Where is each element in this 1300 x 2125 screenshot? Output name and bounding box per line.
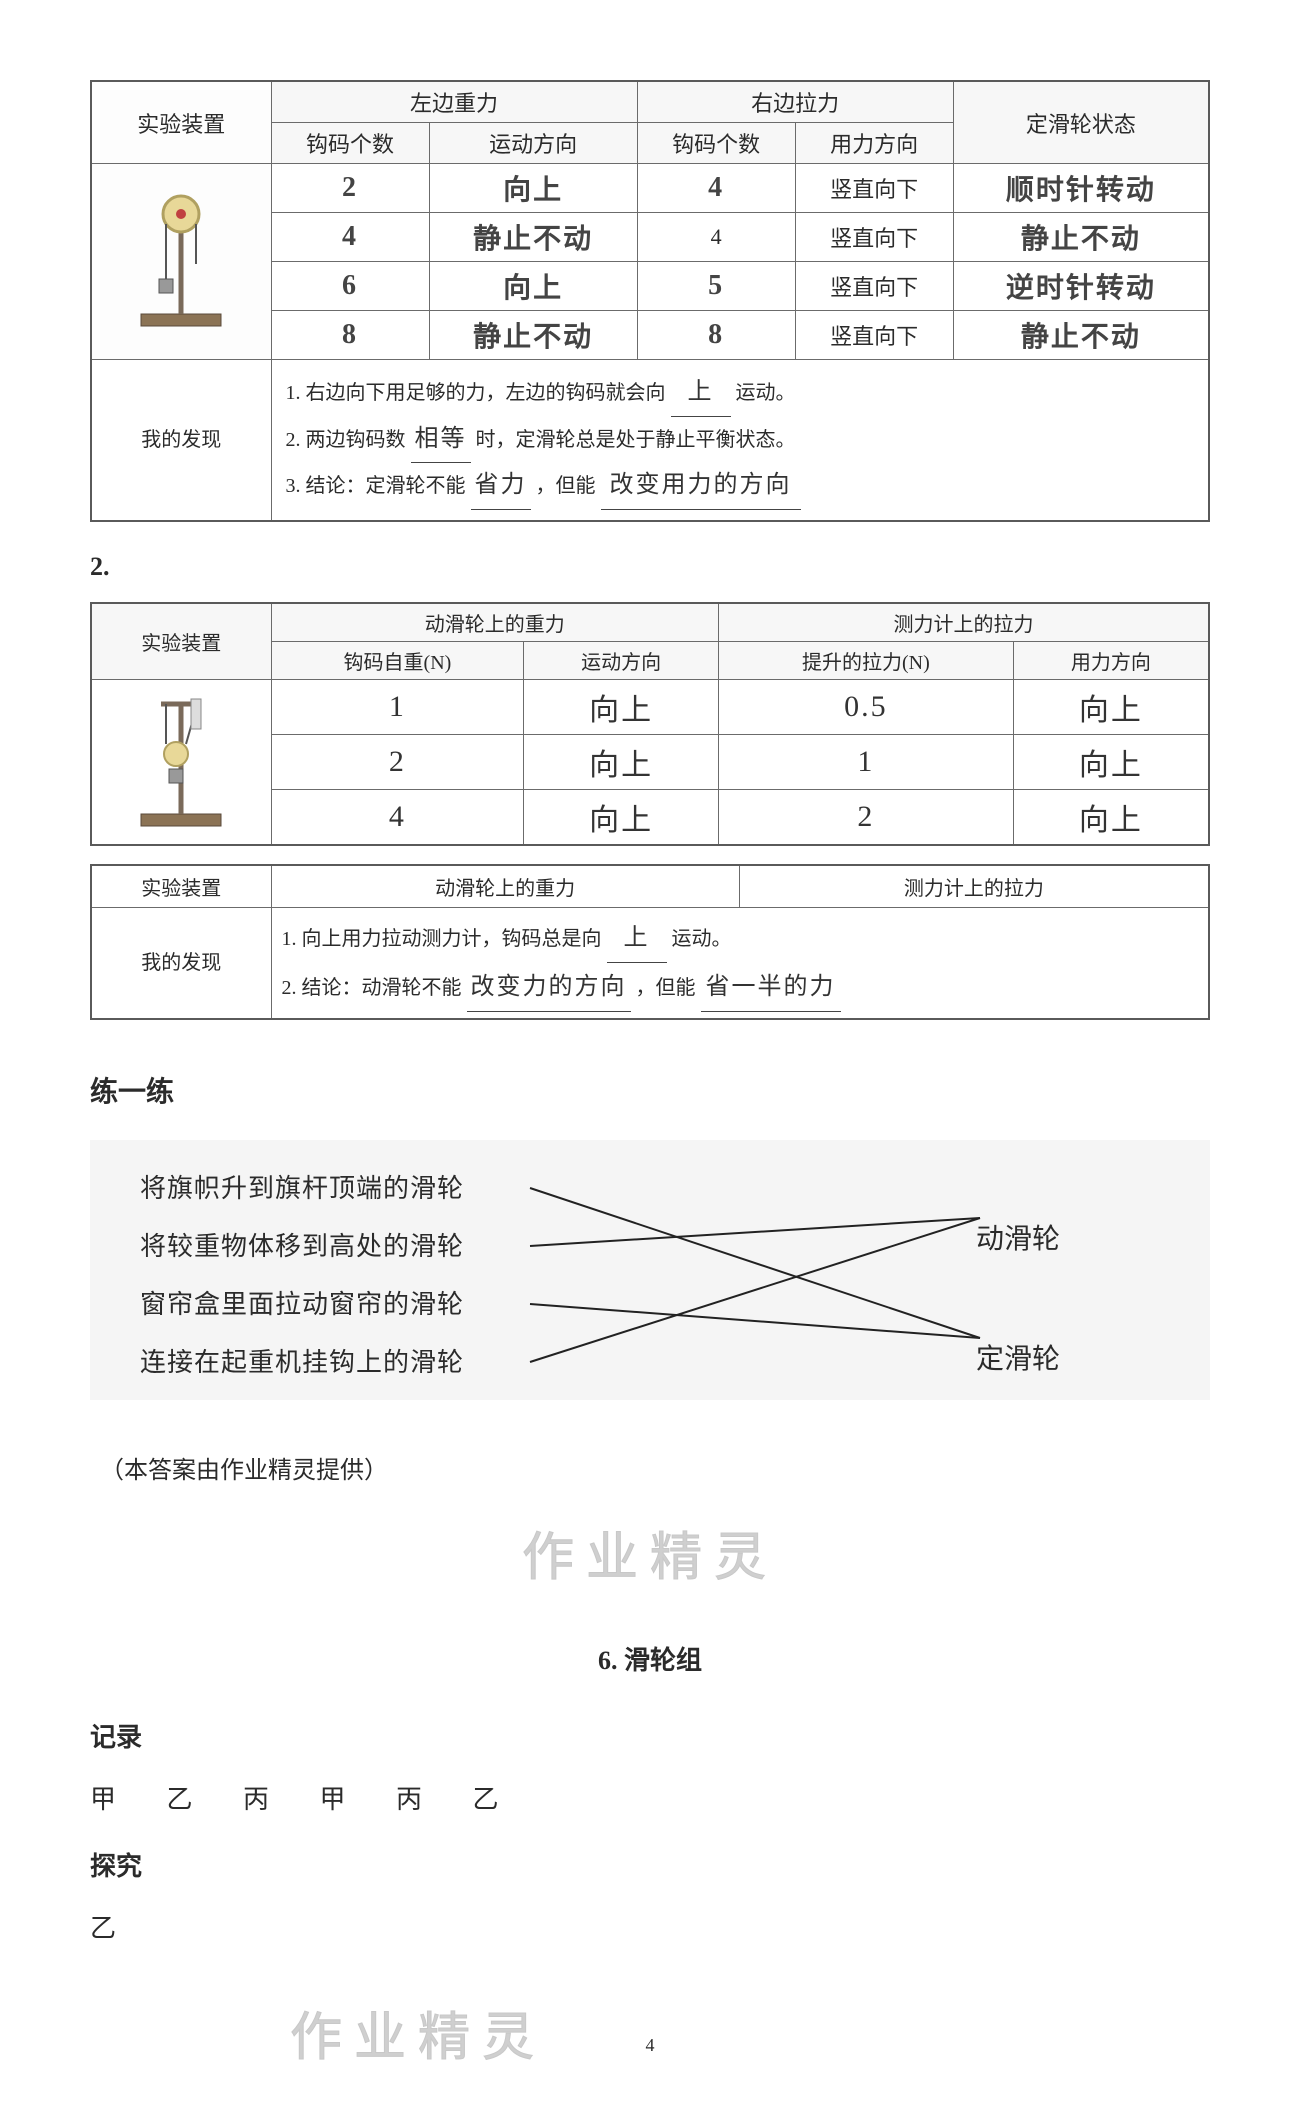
t1-r2-c: 5: [637, 262, 795, 311]
t1-r3-e: 静止不动: [953, 311, 1209, 360]
t3-h-c1: 实验装置: [91, 865, 271, 908]
t1-r0-c: 4: [637, 164, 795, 213]
t2-r2-b: 向上: [524, 789, 719, 845]
t1-h-state: 定滑轮状态: [953, 81, 1209, 164]
matching-exercise: 将旗帜升到旗杆顶端的滑轮 将较重物体移到高处的滑轮 窗帘盒里面拉动窗帘的滑轮 连…: [90, 1140, 1210, 1400]
fixed-pulley-icon: [121, 184, 241, 334]
t1-r2-d: 竖直向下: [795, 262, 953, 311]
t2-r2-a: 4: [271, 789, 524, 845]
t2-r1-b: 向上: [524, 734, 719, 789]
t1-f3b: ，但能: [536, 475, 596, 497]
t3-h-c3: 测力计上的拉力: [739, 865, 1209, 908]
t1-f2a: 2. 两边钩码数: [286, 429, 406, 451]
t2-h-c2: 动滑轮上的重力: [271, 603, 719, 642]
t2-r1-d: 向上: [1013, 734, 1209, 789]
t1-h-right: 右边拉力: [637, 81, 953, 123]
t1-r1-d: 竖直向下: [795, 213, 953, 262]
t1-r1-c: 4: [637, 213, 795, 262]
t1-f3u1: 省力: [471, 463, 531, 510]
record-heading: 记录: [90, 1717, 1210, 1754]
t1-f1u: 上: [671, 370, 731, 417]
t2-r0-a: 1: [271, 679, 524, 734]
t1-f2b: 时，定滑轮总是处于静止平衡状态。: [476, 429, 796, 451]
t1-r2-e: 逆时针转动: [953, 262, 1209, 311]
t1-r0-b: 向上: [429, 164, 637, 213]
t2-r0-b: 向上: [524, 679, 719, 734]
t1-findings-label: 我的发现: [91, 360, 271, 521]
t3-findings-body: 1. 向上用力拉动测力计，钩码总是向 上 运动。 2. 结论：动滑轮不能 改变力…: [271, 907, 1209, 1019]
moving-pulley-icon: [121, 684, 241, 834]
t2-h-c3b: 用力方向: [1013, 641, 1209, 679]
t1-r2-b: 向上: [429, 262, 637, 311]
t1-r3-c: 8: [637, 311, 795, 360]
t1-f3u2: 改变用力的方向: [601, 463, 801, 510]
t1-h-c3b: 用力方向: [795, 123, 953, 164]
t2-r1-c: 1: [719, 734, 1014, 789]
t1-f2u: 相等: [411, 417, 471, 464]
practice-heading: 练一练: [90, 1070, 1210, 1110]
t1-h-c3a: 钩码个数: [637, 123, 795, 164]
answer-source-note: （本答案由作业精灵提供）: [100, 1450, 1210, 1485]
t1-r0-a: 2: [271, 164, 429, 213]
fixed-pulley-table: 实验装置 左边重力 右边拉力 定滑轮状态 钩码个数 运动方向 钩码个数 用力方向…: [90, 80, 1210, 522]
t2-h-c3a: 提升的拉力(N): [719, 641, 1014, 679]
moving-pulley-data-table: 实验装置 动滑轮上的重力 测力计上的拉力 钩码自重(N) 运动方向 提升的拉力(…: [90, 602, 1210, 846]
item-number-2: 2.: [90, 552, 1210, 582]
t1-f1a: 1. 右边向下用足够的力，左边的钩码就会向: [286, 382, 666, 404]
watermark-2: 作业精灵: [290, 2010, 546, 2067]
t3-f2a: 2. 结论：动滑轮不能: [282, 977, 462, 999]
match-lines-svg: [90, 1140, 1210, 1400]
t1-r1-a: 4: [271, 213, 429, 262]
t1-r1-b: 静止不动: [429, 213, 637, 262]
section-6-title: 6. 滑轮组: [90, 1640, 1210, 1677]
t3-f1u: 上: [607, 914, 667, 963]
t1-f3a: 3. 结论：定滑轮不能: [286, 475, 466, 497]
t1-f1b: 运动。: [736, 382, 796, 404]
t1-r3-a: 8: [271, 311, 429, 360]
explore-heading: 探究: [90, 1846, 1210, 1883]
t1-r1-e: 静止不动: [953, 213, 1209, 262]
t2-r2-d: 向上: [1013, 789, 1209, 845]
page-number: 4: [646, 2035, 655, 2056]
t1-r3-b: 静止不动: [429, 311, 637, 360]
t1-r2-a: 6: [271, 262, 429, 311]
t3-f2u2: 省一半的力: [701, 963, 841, 1012]
t3-findings-label: 我的发现: [91, 907, 271, 1019]
t2-h-device: 实验装置: [91, 603, 271, 680]
t1-findings-body: 1. 右边向下用足够的力，左边的钩码就会向 上 运动。 2. 两边钩码数 相等 …: [271, 360, 1209, 521]
t3-h-c2: 动滑轮上的重力: [271, 865, 739, 908]
t2-r0-d: 向上: [1013, 679, 1209, 734]
moving-pulley-findings-table: 实验装置 动滑轮上的重力 测力计上的拉力 我的发现 1. 向上用力拉动测力计，钩…: [90, 864, 1210, 1020]
t2-h-c2a: 钩码自重(N): [271, 641, 524, 679]
t1-h-left: 左边重力: [271, 81, 637, 123]
t3-f2u1: 改变力的方向: [467, 963, 631, 1012]
t1-device-icon: [91, 164, 271, 360]
t2-r0-c: 0.5: [719, 679, 1014, 734]
t1-r0-e: 顺时针转动: [953, 164, 1209, 213]
watermark-1: 作业精灵: [90, 1515, 1210, 1590]
t2-r1-a: 2: [271, 734, 524, 789]
t1-h-device: 实验装置: [91, 81, 271, 164]
t1-h-c2a: 钩码个数: [271, 123, 429, 164]
t1-r3-d: 竖直向下: [795, 311, 953, 360]
t2-h-c2b: 运动方向: [524, 641, 719, 679]
t3-f1b: 运动。: [672, 928, 732, 950]
t2-device-icon: [91, 679, 271, 845]
t3-f1a: 1. 向上用力拉动测力计，钩码总是向: [282, 928, 602, 950]
t1-h-c2b: 运动方向: [429, 123, 637, 164]
t3-f2b: ，但能: [636, 977, 696, 999]
t2-h-c3: 测力计上的拉力: [719, 603, 1209, 642]
explore-answer: 乙: [90, 1908, 1210, 1945]
t1-r0-d: 竖直向下: [795, 164, 953, 213]
record-sequence: 甲 乙 丙 甲 丙 乙: [90, 1779, 1210, 1816]
t2-r2-c: 2: [719, 789, 1014, 845]
